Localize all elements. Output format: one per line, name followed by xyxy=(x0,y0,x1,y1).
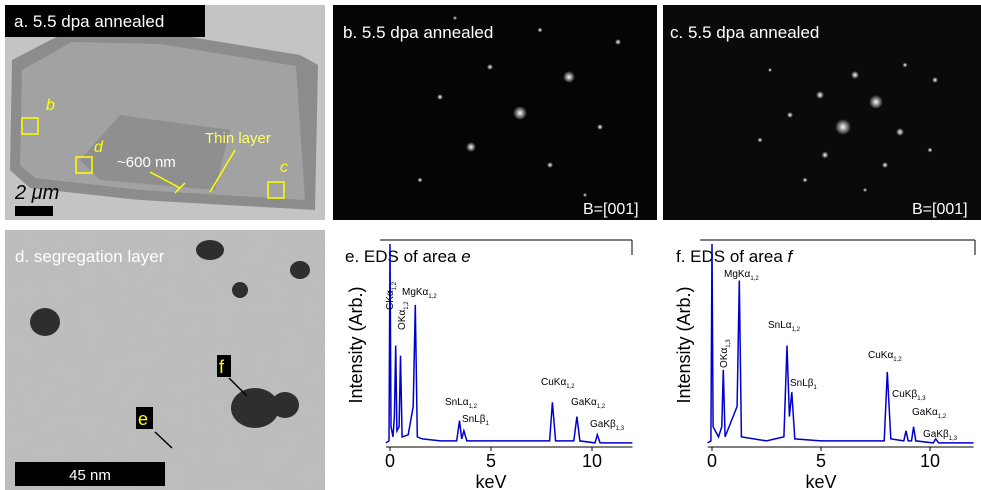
y-axis-label: Intensity (Arb.) xyxy=(674,286,694,403)
peak-name: CuKα xyxy=(868,350,893,361)
peak-name: GaKβ xyxy=(590,419,616,430)
title-text: e. EDS of area xyxy=(345,247,461,266)
peak-name: SnLα xyxy=(768,320,792,331)
peak-name: SnLβ xyxy=(462,414,486,425)
panel-c: c. 5.5 dpa annealed B=[001] xyxy=(663,5,981,220)
peak-subscript: 1,3 xyxy=(917,396,926,402)
panel-d: d. segregation layer f e 45 nm xyxy=(5,230,325,490)
peak-subscript: 1,2 xyxy=(566,384,575,390)
x-axis-label: keV xyxy=(805,472,836,490)
title-italic: e xyxy=(461,247,470,266)
panel-label: b. 5.5 dpa annealed xyxy=(343,23,493,42)
panel-title: e. EDS of area e xyxy=(345,247,471,266)
image-texture xyxy=(5,230,325,490)
peak-name: GaKβ xyxy=(923,429,949,440)
zone-axis: B=[001] xyxy=(583,201,639,218)
peak-name: MgKα xyxy=(402,287,429,298)
peak-name: GaKα xyxy=(912,407,938,418)
area-letter: c xyxy=(280,159,288,176)
peak-subscript: 1,2 xyxy=(893,357,902,363)
peak-subscript: 1,2 xyxy=(392,281,398,290)
zone-axis: B=[001] xyxy=(912,201,968,218)
area-letter: b xyxy=(46,97,55,114)
panel-label: d. segregation layer xyxy=(15,247,165,266)
x-tick-label: 10 xyxy=(920,451,940,471)
layer-note: Thin layer xyxy=(205,130,271,147)
peak-subscript: 1,2 xyxy=(792,327,801,333)
peak-subscript: 1,2 xyxy=(938,414,947,420)
x-tick-label: 10 xyxy=(582,451,602,471)
peak-name: OKα xyxy=(397,310,408,330)
panel-title: f. EDS of area f xyxy=(676,247,795,266)
peak-subscript: 1,2 xyxy=(597,404,606,410)
panel-label: c. 5.5 dpa annealed xyxy=(670,23,819,42)
scale-bar xyxy=(15,206,53,216)
peak-name: OKα xyxy=(719,348,730,368)
y-axis-label: Intensity (Arb.) xyxy=(346,286,366,403)
peak-name: CuKα xyxy=(541,377,566,388)
peak-name: CKα xyxy=(385,290,396,310)
panel-b: b. 5.5 dpa annealed B=[001] xyxy=(333,5,657,220)
peak-subscript: 1,2 xyxy=(404,301,410,310)
panel-label: a. 5.5 dpa annealed xyxy=(14,12,164,31)
panel-a: a. 5.5 dpa annealed b d c ~600 nm Thin l… xyxy=(5,5,325,220)
scale-label: 2 μm xyxy=(14,182,59,204)
peak-subscript: 1,3 xyxy=(949,436,958,442)
peak-subscript: 1,2 xyxy=(428,294,437,300)
x-tick-label: 0 xyxy=(385,451,395,471)
peak-name: SnLα xyxy=(445,397,469,408)
x-axis-label: keV xyxy=(475,472,506,490)
peak-subscript: 1,3 xyxy=(616,426,625,432)
eds-panel: f. EDS of area f 0 5 10 keV Intensity (Arb.) M… xyxy=(655,230,980,490)
x-tick-label: 5 xyxy=(816,451,826,471)
title-text: f. EDS of area xyxy=(676,247,788,266)
x-tick-label: 5 xyxy=(486,451,496,471)
peak-name: MgKα xyxy=(724,269,751,280)
peak-name: SnLβ xyxy=(790,378,814,389)
width-note: ~600 nm xyxy=(117,154,176,171)
area-letter: d xyxy=(94,139,104,156)
peak-name: GaKα xyxy=(571,397,597,408)
scale-label: 45 nm xyxy=(69,467,111,484)
peak-name: CuKβ xyxy=(892,389,917,400)
eds-panel: e. EDS of area e 0 5 10 keV Intensity (Arb.) C… xyxy=(335,230,637,490)
peak-subscript: 1,3 xyxy=(726,339,732,348)
figure: a. 5.5 dpa annealed b d c ~600 nm Thin l… xyxy=(0,0,981,490)
area-letter: e xyxy=(138,409,148,429)
x-tick-label: 0 xyxy=(707,451,717,471)
peak-subscript: 1,2 xyxy=(750,276,759,282)
peak-subscript: 1,2 xyxy=(469,404,478,410)
